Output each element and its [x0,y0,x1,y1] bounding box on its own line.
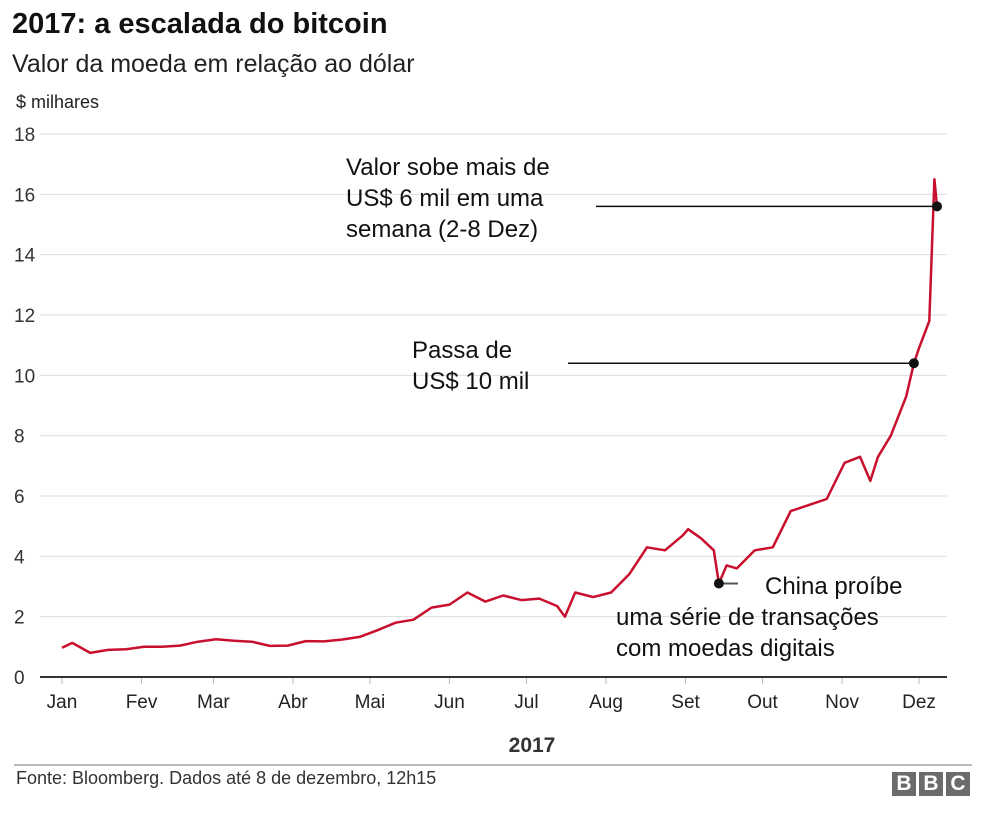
x-tick-label: Jun [434,692,465,713]
y-tick-label: 12 [14,306,35,327]
y-tick-label: 8 [14,427,25,448]
annotation-text: semana (2-8 Dez) [346,216,538,243]
x-tick-label: Set [671,692,700,713]
y-tick-label: 10 [14,366,35,387]
annotation-text: China proíbe [765,573,902,600]
x-tick-label: Jan [47,692,78,713]
x-axis-label: 2017 [509,734,556,757]
x-tick-label: Mai [355,692,386,713]
x-tick-label: Abr [278,692,308,713]
chart-title: 2017: a escalada do bitcoin [12,8,388,40]
chart-subtitle: Valor da moeda em relação ao dólar [12,50,415,78]
y-tick-label: 0 [14,668,25,689]
x-tick-label: Mar [197,692,230,713]
annotation-text: Valor sobe mais de [346,154,550,181]
y-tick-label: 2 [14,608,25,629]
annotation-text: uma série de transações [616,604,879,631]
annotation-text: com moedas digitais [616,635,835,662]
x-tick-label: Dez [902,692,936,713]
y-tick-label: 4 [14,547,25,568]
x-tick-label: Out [747,692,778,713]
x-tick-label: Nov [825,692,859,713]
source-note: Fonte: Bloomberg. Dados até 8 de dezembr… [16,768,437,788]
x-tick-label: Fev [126,692,158,713]
y-tick-label: 6 [14,487,25,508]
price-line [61,178,939,655]
annotation-text: Passa de [412,337,512,364]
y-tick-label: 16 [14,185,35,206]
y-tick-label: 18 [14,125,35,146]
x-tick-label: Aug [589,692,623,713]
annotation-dot [932,201,942,212]
annotation-text: US$ 6 mil em uma [346,185,544,212]
x-tick-label: Jul [514,692,538,713]
annotation-text: US$ 10 mil [412,368,529,395]
annotation-dot [713,578,724,589]
annotation-dot [908,358,919,369]
y-tick-label: 14 [14,246,36,267]
y-axis-unit: $ milhares [16,92,100,112]
